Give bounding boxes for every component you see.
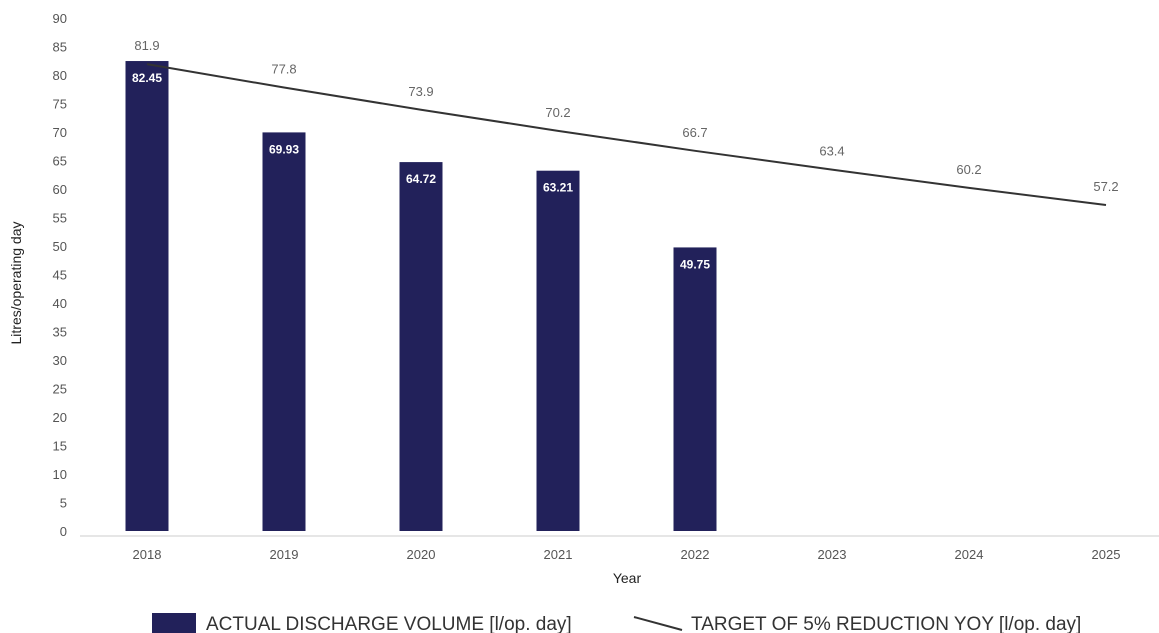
x-tick-label: 2025 bbox=[1092, 547, 1121, 562]
y-tick-label: 80 bbox=[53, 68, 67, 83]
x-tick-label: 2024 bbox=[955, 547, 984, 562]
legend-line-label: TARGET OF 5% REDUCTION YOY [l/op. day] bbox=[691, 614, 1081, 633]
line-data-label: 60.2 bbox=[956, 162, 981, 177]
y-tick-label: 85 bbox=[53, 40, 67, 55]
y-tick-label: 75 bbox=[53, 97, 67, 112]
y-tick-label: 90 bbox=[53, 11, 67, 26]
target-line bbox=[146, 63, 1107, 206]
legend-bar-label: ACTUAL DISCHARGE VOLUME [l/op. day] bbox=[206, 614, 572, 633]
bar bbox=[536, 170, 580, 531]
x-axis-title: Year bbox=[613, 570, 642, 586]
bar-data-label: 63.21 bbox=[543, 181, 573, 195]
y-tick-label: 60 bbox=[53, 182, 67, 197]
bar bbox=[399, 162, 443, 531]
y-tick-label: 30 bbox=[53, 353, 67, 368]
y-tick-label: 45 bbox=[53, 268, 67, 283]
x-tick-label: 2023 bbox=[818, 547, 847, 562]
line-data-label: 66.7 bbox=[682, 125, 707, 140]
line-data-label: 63.4 bbox=[819, 144, 844, 159]
y-tick-label: 35 bbox=[53, 325, 67, 340]
bar bbox=[673, 247, 717, 532]
y-tick-label: 40 bbox=[53, 296, 67, 311]
legend: ACTUAL DISCHARGE VOLUME [l/op. day] TARG… bbox=[152, 613, 1081, 633]
legend-bar-swatch bbox=[152, 613, 196, 633]
bar bbox=[262, 132, 306, 532]
y-tick-label: 5 bbox=[60, 496, 67, 511]
y-tick-label: 25 bbox=[53, 382, 67, 397]
bar-data-labels: 82.45 69.93 64.72 63.21 49.75 bbox=[132, 71, 710, 271]
x-tick-label: 2018 bbox=[133, 547, 162, 562]
x-tick-label: 2021 bbox=[544, 547, 573, 562]
bar-data-label: 64.72 bbox=[406, 172, 436, 186]
y-tick-label: 10 bbox=[53, 467, 67, 482]
line-data-labels: 81.9 77.8 73.9 70.2 66.7 63.4 60.2 57.2 bbox=[134, 38, 1118, 194]
y-tick-label: 70 bbox=[53, 125, 67, 140]
x-tick-label: 2022 bbox=[681, 547, 710, 562]
x-tick-label: 2020 bbox=[407, 547, 436, 562]
line-data-label: 81.9 bbox=[134, 38, 159, 53]
bar-series bbox=[125, 61, 717, 532]
bar bbox=[125, 61, 169, 531]
y-axis-title: Litres/operating day bbox=[8, 222, 24, 345]
line-data-label: 57.2 bbox=[1093, 179, 1118, 194]
bar-data-label: 82.45 bbox=[132, 71, 162, 85]
x-tick-label: 2019 bbox=[270, 547, 299, 562]
y-axis-ticks: 0 5 10 15 20 25 30 35 40 45 50 55 60 65 70 75 80 85 90 bbox=[53, 11, 67, 539]
y-tick-label: 20 bbox=[53, 410, 67, 425]
line-data-label: 77.8 bbox=[271, 62, 296, 77]
x-axis-ticks: 2018 2019 2020 2021 2022 2023 2024 2025 bbox=[133, 547, 1121, 562]
line-data-label: 70.2 bbox=[545, 105, 570, 120]
y-tick-label: 65 bbox=[53, 154, 67, 169]
bar-data-label: 69.93 bbox=[269, 142, 299, 156]
y-tick-label: 50 bbox=[53, 239, 67, 254]
bar-data-label: 49.75 bbox=[680, 257, 710, 271]
legend-line-swatch bbox=[633, 616, 683, 631]
y-tick-label: 0 bbox=[60, 524, 67, 539]
y-tick-label: 55 bbox=[53, 211, 67, 226]
y-tick-label: 15 bbox=[53, 439, 67, 454]
line-data-label: 73.9 bbox=[408, 84, 433, 99]
